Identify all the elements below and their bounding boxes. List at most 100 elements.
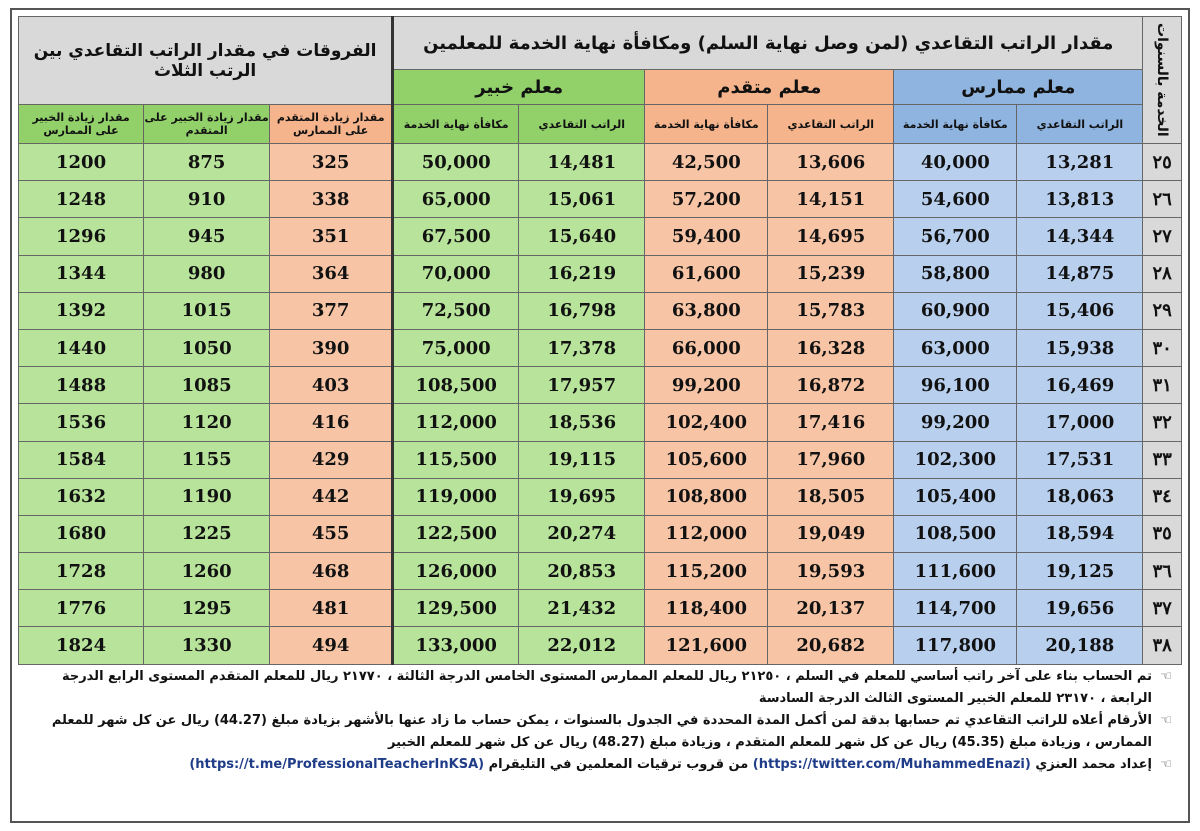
diff-exp-over-prac-cell: 1248 [17,180,145,219]
note-text: الأرقام أعلاه للراتب التقاعدي تم حسابها … [51,713,1152,750]
diff-exp-over-prac-cell: 1440 [17,328,145,368]
years-cell: ٣٧ [1142,589,1182,628]
table-row: ٣٥ 18,594 108,500 19,049 112,000 20,274 122,50… [17,514,1182,554]
practitioner-pension-cell: 18,063 [1016,477,1144,516]
advanced-reward-cell: 66,000 [644,328,769,368]
practitioner-pension-cell: 16,469 [1016,366,1144,405]
diff-exp-over-adv-cell: 1295 [143,589,271,628]
advanced-pension-cell: 17,416 [767,403,895,442]
advanced-pension-cell: 19,049 [767,514,895,554]
advanced-reward-cell: 63,800 [644,291,769,330]
advanced-pension-cell: 17,960 [767,440,895,479]
advanced-reward-cell: 121,600 [644,626,769,665]
practitioner-pension-cell: 13,281 [1016,142,1144,182]
expert-pension-cell: 15,640 [518,217,646,256]
sub-pension-advanced: الراتب التقاعدي [767,104,895,144]
pointing-hand-icon: ☜ [1160,669,1172,684]
expert-pension-cell: 20,274 [518,514,646,554]
table-row: ٣٦ 19,125 111,600 19,593 115,200 20,853 126,00… [17,552,1182,591]
practitioner-pension-cell: 20,188 [1016,626,1144,665]
practitioner-pension-cell: 15,938 [1016,328,1144,368]
years-cell: ٣٠ [1142,328,1182,368]
diff-adv-over-prac-cell: 429 [269,440,395,479]
pointing-hand-icon: ☜ [1160,713,1172,728]
diff-exp-over-prac-cell: 1776 [17,589,145,628]
credit-group: من قروب ترقيات المعلمين في التليقرام [488,757,749,772]
diff-exp-over-adv-cell: 980 [143,254,271,293]
table-row: ٣٣ 17,531 102,300 17,960 105,600 19,115 115,50… [17,440,1182,479]
expert-reward-cell: 115,500 [392,440,520,479]
advanced-pension-cell: 13,606 [767,142,895,182]
diff-exp-over-adv-cell: 1120 [143,403,271,442]
years-cell: ٢٦ [1142,180,1182,219]
telegram-link[interactable]: (https://t.me/ProfessionalTeacherInKSA) [189,757,485,772]
table-row: ٣١ 16,469 96,100 16,872 99,200 17,957 108,500 4… [17,366,1182,405]
advanced-pension-cell: 14,151 [767,180,895,219]
expert-pension-cell: 14,481 [518,142,646,182]
diff-exp-over-prac-cell: 1536 [17,403,145,442]
practitioner-reward-cell: 117,800 [893,626,1018,665]
expert-pension-cell: 21,432 [518,589,646,628]
diff-exp-over-prac-cell: 1824 [17,626,145,665]
diff-exp-over-adv-cell: 1050 [143,328,271,368]
practitioner-pension-cell: 18,594 [1016,514,1144,554]
advanced-pension-cell: 15,783 [767,291,895,330]
diff-adv-over-prac-cell: 416 [269,403,395,442]
practitioner-pension-cell: 13,813 [1016,180,1144,219]
sub-reward-advanced: مكافأة نهاية الخدمة [644,104,769,144]
diff-exp-over-prac-cell: 1296 [17,217,145,256]
diff-exp-over-prac-cell: 1344 [17,254,145,293]
diff-exp-over-adv-cell: 1015 [143,291,271,330]
pointing-hand-icon: ☜ [1160,757,1172,772]
advanced-reward-cell: 57,200 [644,180,769,219]
sub-pension-expert: الراتب التقاعدي [518,104,646,144]
expert-reward-cell: 126,000 [392,552,520,591]
expert-pension-cell: 17,378 [518,328,646,368]
diff-exp-over-adv-cell: 1260 [143,552,271,591]
twitter-link[interactable]: (https://twitter.com/MuhammedEnazi) [752,757,1031,772]
diff-exp-over-prac-cell: 1728 [17,552,145,591]
practitioner-reward-cell: 40,000 [893,142,1018,182]
main-title: مقدار الراتب التقاعدي (لمن وصل نهاية الس… [392,16,1144,70]
advanced-reward-cell: 112,000 [644,514,769,554]
expert-pension-cell: 18,536 [518,403,646,442]
sub-reward-expert: مكافأة نهاية الخدمة [392,104,520,144]
advanced-pension-cell: 16,872 [767,366,895,405]
expert-reward-cell: 129,500 [392,589,520,628]
years-cell: ٣٣ [1142,440,1182,479]
diff-exp-over-prac-cell: 1680 [17,514,145,554]
diff-exp-over-adv-cell: 1330 [143,626,271,665]
expert-pension-cell: 19,695 [518,477,646,516]
document-frame: الخدمة بالسنوات مقدار الراتب التقاعدي (ل… [10,8,1190,823]
practitioner-reward-cell: 58,800 [893,254,1018,293]
practitioner-reward-cell: 96,100 [893,366,1018,405]
years-cell: ٣٥ [1142,514,1182,554]
diff-adv-over-prac-cell: 338 [269,180,395,219]
diff-adv-over-prac-cell: 325 [269,142,395,182]
diff-exp-over-adv-cell: 1190 [143,477,271,516]
advanced-reward-cell: 42,500 [644,142,769,182]
note-credits: ☜ إعداد محمد العنزي (https://twitter.com… [32,754,1172,776]
diff-adv-over-prac-cell: 390 [269,328,395,368]
diff-exp-over-adv-cell: 1155 [143,440,271,479]
diff-adv-over-prac-cell: 403 [269,366,395,405]
table-row: ٢٦ 13,813 54,600 14,151 57,200 15,061 65,000 33… [17,180,1182,219]
practitioner-reward-cell: 63,000 [893,328,1018,368]
advanced-reward-cell: 102,400 [644,403,769,442]
diff-exp-over-adv-cell: 910 [143,180,271,219]
practitioner-reward-cell: 54,600 [893,180,1018,219]
advanced-reward-cell: 108,800 [644,477,769,516]
years-cell: ٣٦ [1142,552,1182,591]
practitioner-reward-cell: 60,900 [893,291,1018,330]
diff-exp-over-adv-cell: 1225 [143,514,271,554]
advanced-pension-cell: 15,239 [767,254,895,293]
practitioner-pension-cell: 19,125 [1016,552,1144,591]
advanced-pension-cell: 20,137 [767,589,895,628]
advanced-pension-cell: 14,695 [767,217,895,256]
practitioner-reward-cell: 102,300 [893,440,1018,479]
table-row: ٢٩ 15,406 60,900 15,783 63,800 16,798 72,500 37… [17,291,1182,330]
diff-adv-over-prac-cell: 377 [269,291,395,330]
expert-reward-cell: 50,000 [392,142,520,182]
practitioner-pension-cell: 14,875 [1016,254,1144,293]
note-text: تم الحساب بناء على آخر راتب أساسي للمعلم… [61,669,1152,706]
